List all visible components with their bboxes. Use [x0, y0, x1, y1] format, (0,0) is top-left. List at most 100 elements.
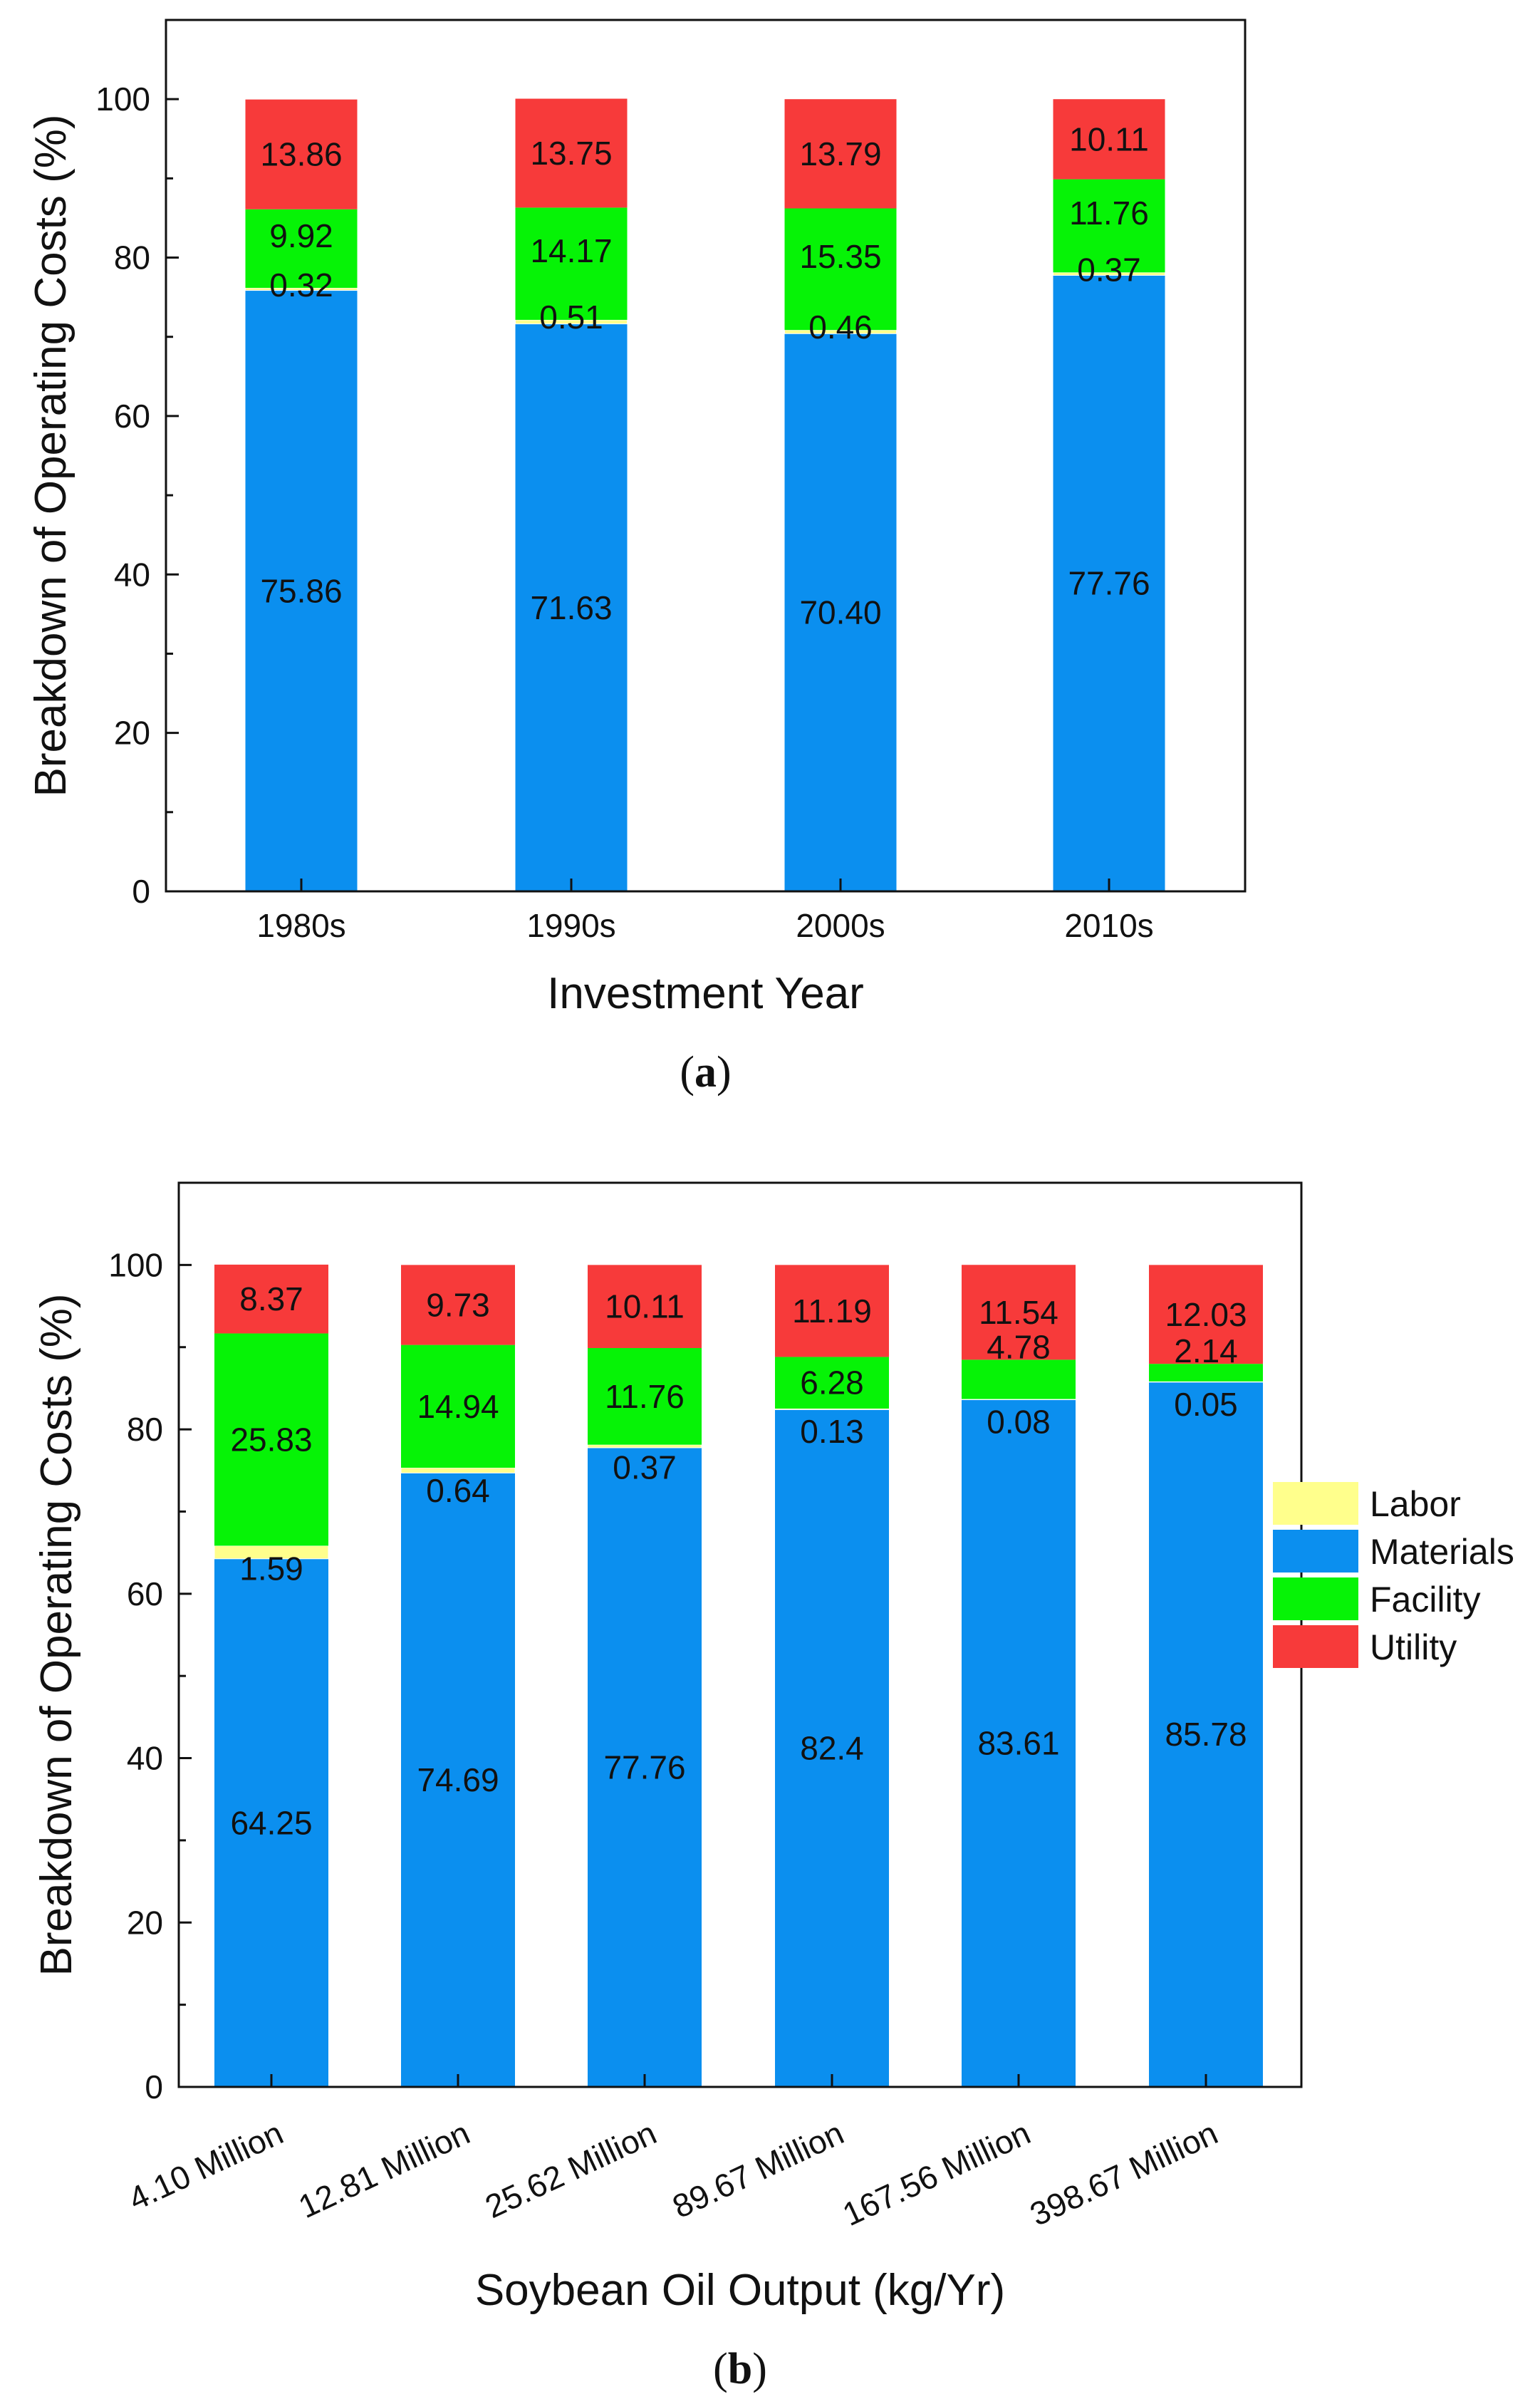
- y-tick-label: 80: [127, 1411, 163, 1448]
- bar-segment-utility-3: [588, 1265, 702, 1348]
- plot-frame: [165, 19, 1247, 893]
- data-label-facility-2: 14.94: [417, 1388, 499, 1425]
- bar-segment-materials-3: [588, 1447, 702, 2087]
- legend-label-labor: Labor: [1370, 1484, 1461, 1524]
- data-label-utility-4: 10.11: [1069, 120, 1149, 157]
- bar-segment-utility-6: [1149, 1265, 1263, 1364]
- panel-label-letter: b: [728, 2345, 752, 2393]
- data-label-materials-1: 75.86: [260, 572, 342, 609]
- data-label-facility-3: 15.35: [799, 238, 881, 275]
- panel-label-open-paren: (: [713, 2345, 728, 2393]
- y-tick-label: 80: [114, 239, 150, 276]
- data-label-facility-6: 2.14: [1174, 1332, 1238, 1369]
- data-label-utility-6: 12.03: [1165, 1296, 1247, 1333]
- panel-label: (a): [680, 1048, 731, 1097]
- bar-segment-utility-3: [784, 99, 897, 209]
- bar-segment-labor-3: [587, 1444, 702, 1449]
- legend-label-materials: Materials: [1370, 1532, 1514, 1572]
- bar-segment-utility-2: [515, 98, 628, 208]
- x-tick-label: 1990s: [526, 907, 615, 944]
- plot-frame: [177, 1181, 1303, 2088]
- data-label-materials-1: 64.25: [230, 1804, 312, 1841]
- x-tick-label: 89.67 Million: [667, 2114, 849, 2225]
- legend-swatch-labor: [1273, 1482, 1358, 1525]
- chart-panel-a: 75.86 0.32 9.92 13.86 71.63 0.51 14.17 13.75 70.…: [26, 19, 1247, 1097]
- y-tick-label: 100: [95, 81, 150, 118]
- panel-label: (b): [713, 2345, 767, 2393]
- y-tick-label: 60: [127, 1575, 163, 1612]
- data-label-facility-4: 6.28: [800, 1364, 864, 1401]
- data-label-facility-2: 14.17: [530, 232, 612, 269]
- bar-segment-facility-1: [214, 1333, 328, 1546]
- data-label-facility-1: 9.92: [269, 217, 333, 254]
- bar-segment-utility-4: [775, 1265, 889, 1357]
- data-label-materials-2: 71.63: [530, 589, 612, 626]
- chart-panel-b: 64.25 1.59 25.83 8.37 74.69 0.64 14.94 9.73 77.7…: [32, 1181, 1514, 2393]
- data-label-labor-3: 0.46: [808, 309, 873, 346]
- bar-segment-materials-2: [515, 323, 628, 892]
- bar-segment-materials-4: [1053, 275, 1165, 891]
- bar-segment-facility-2: [515, 207, 628, 320]
- panel-label-open-paren: (: [680, 1048, 694, 1097]
- x-tick-label: 2010s: [1064, 907, 1153, 944]
- bar-segment-utility-2: [401, 1265, 515, 1345]
- data-label-materials-3: 70.40: [799, 594, 881, 631]
- data-label-facility-5: 4.78: [987, 1328, 1051, 1365]
- y-tick-label: 40: [127, 1740, 163, 1777]
- bar-segment-facility-3: [784, 208, 897, 331]
- x-tick-label: 1980s: [256, 907, 345, 944]
- data-label-materials-3: 77.76: [603, 1748, 685, 1786]
- data-label-labor-3: 0.37: [613, 1449, 677, 1486]
- x-tick-label: 25.62 Million: [479, 2114, 662, 2225]
- x-tick-label: 4.10 Million: [123, 2114, 288, 2217]
- data-label-utility-1: 13.86: [260, 136, 342, 173]
- x-axis-title: Soybean Oil Output (kg/Yr): [475, 2266, 1005, 2315]
- legend-swatch-utility: [1273, 1625, 1358, 1668]
- data-label-utility-2: 9.73: [426, 1286, 490, 1323]
- data-label-labor-4: 0.13: [800, 1413, 864, 1450]
- bar-segment-facility-2: [401, 1344, 515, 1468]
- bar-segment-facility-5: [962, 1359, 1076, 1399]
- y-axis-title: Breakdown of Operating Costs (%): [26, 115, 76, 797]
- panel-label-close-paren: ): [717, 1048, 732, 1097]
- bar-segment-facility-6: [1149, 1364, 1263, 1382]
- data-label-materials-4: 77.76: [1068, 565, 1150, 602]
- bar-segment-materials-1: [245, 290, 358, 892]
- data-label-labor-4: 0.37: [1077, 251, 1141, 288]
- data-label-facility-4: 11.76: [1069, 195, 1149, 232]
- x-tick-label: 2000s: [796, 907, 885, 944]
- bar-segment-utility-5: [962, 1265, 1076, 1360]
- data-label-labor-5: 0.08: [987, 1404, 1051, 1441]
- data-label-materials-4: 82.4: [800, 1730, 864, 1767]
- data-label-labor-6: 0.05: [1174, 1386, 1238, 1423]
- y-axis-title: Breakdown of Operating Costs (%): [32, 1294, 81, 1976]
- bar-segment-materials-4: [775, 1409, 889, 2087]
- data-label-materials-6: 85.78: [1165, 1716, 1247, 1753]
- data-label-utility-5: 11.54: [979, 1294, 1058, 1331]
- bar-segment-materials-6: [1149, 1382, 1263, 2087]
- data-label-labor-1: 1.59: [239, 1550, 303, 1587]
- data-label-utility-1: 8.37: [239, 1280, 303, 1317]
- x-tick-label: 12.81 Million: [293, 2114, 475, 2225]
- data-label-utility-3: 13.79: [799, 135, 881, 172]
- data-label-facility-1: 25.83: [230, 1421, 312, 1458]
- x-tick-label: 398.67 Million: [1024, 2114, 1223, 2233]
- x-tick-label: 167.56 Million: [837, 2114, 1036, 2233]
- bar-segment-labor-5: [961, 1399, 1076, 1401]
- y-tick-label: 100: [108, 1246, 163, 1283]
- y-tick-label: 20: [127, 1904, 163, 1941]
- data-label-labor-2: 0.64: [426, 1472, 490, 1509]
- bar-segment-utility-1: [214, 1264, 328, 1334]
- data-label-labor-1: 0.32: [269, 266, 333, 304]
- bar-segment-materials-3: [784, 333, 897, 891]
- bar-segment-utility-4: [1053, 99, 1165, 180]
- y-tick-label: 20: [114, 715, 150, 752]
- data-label-facility-3: 11.76: [605, 1378, 685, 1415]
- legend-swatch-materials: [1273, 1530, 1358, 1572]
- data-label-materials-5: 83.61: [977, 1725, 1059, 1762]
- legend-swatch-facility: [1273, 1577, 1358, 1620]
- data-label-utility-2: 13.75: [530, 135, 612, 172]
- bar-segment-materials-2: [401, 1473, 515, 2087]
- y-tick-label: 0: [145, 2068, 163, 2105]
- data-label-utility-3: 10.11: [605, 1288, 685, 1325]
